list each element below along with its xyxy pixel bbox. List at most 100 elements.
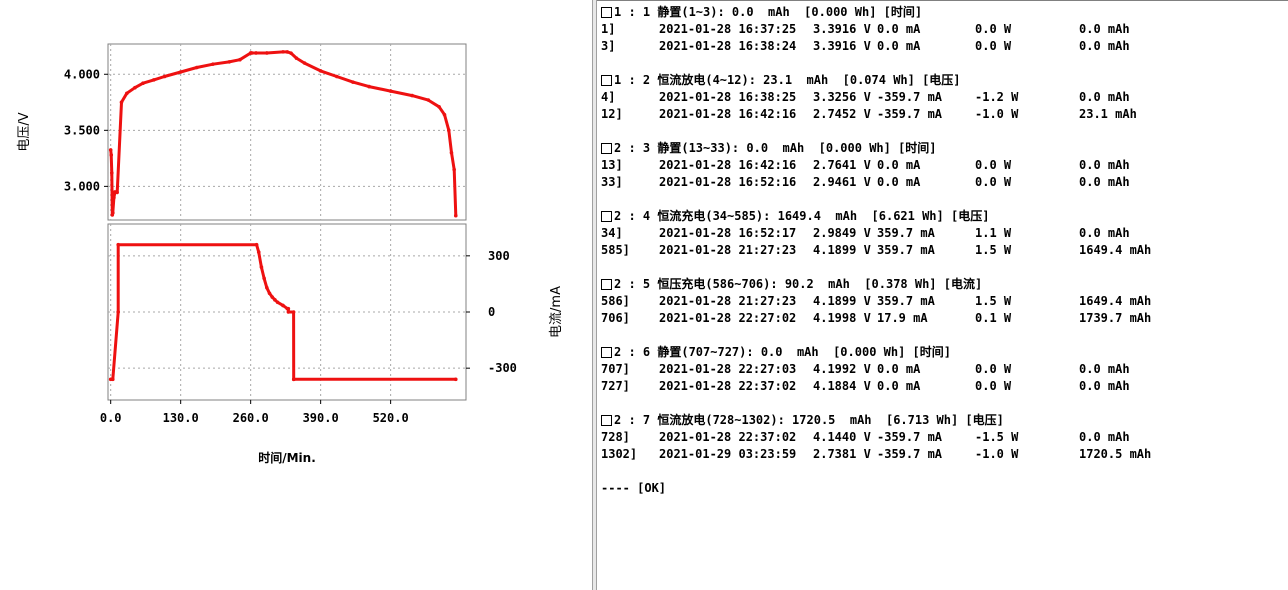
log-group-header: 2 : 4 恒流充电(34~585): 1649.4 mAh [6.621 Wh… xyxy=(601,208,1288,225)
voltage-series-point xyxy=(388,89,393,93)
log-row: 1] 2021-01-28 16:37:25 3.3916 V 0.0 mA 0.0 W… xyxy=(601,21,1288,38)
voltage-value: 2.9849 V xyxy=(813,226,871,240)
voltage-value: 2.7452 V xyxy=(813,107,871,121)
timestamp: 2021-01-28 21:27:23 xyxy=(659,243,797,257)
timestamp: 2021-01-28 16:42:16 xyxy=(659,107,797,121)
record-id: 727] xyxy=(601,379,630,393)
step-checkbox[interactable] xyxy=(601,279,612,290)
test-log-pane: 1 : 1 静置(1~3): 0.0 mAh [0.000 Wh] [时间] 1]… xyxy=(597,0,1288,590)
current-series-point xyxy=(256,250,261,254)
current-value: -359.7 mA xyxy=(877,107,943,121)
power-value: -1.5 W xyxy=(975,430,1019,444)
voltage-series-point xyxy=(410,93,414,98)
log-row: 1302] 2021-01-29 03:23:59 2.7381 V -359.7 m… xyxy=(601,446,1288,463)
power-value: 0.0 W xyxy=(975,362,1012,376)
voltage-series-point xyxy=(227,60,231,64)
current-value: 0.0 mA xyxy=(877,362,921,376)
chart-canvas: 4.000 3.500 3.000 300 0 -300 0.0 130.0 260.0 390.… xyxy=(17,43,564,465)
step-checkbox[interactable] xyxy=(601,75,612,86)
timestamp: 2021-01-28 16:37:25 xyxy=(659,22,797,36)
voltage-series-point xyxy=(442,112,447,117)
step-checkbox[interactable] xyxy=(601,7,612,18)
record-id: 706] xyxy=(601,311,630,325)
log-footer: ---- [OK] xyxy=(601,481,667,495)
capacity-value: 1739.7 mAh xyxy=(1079,311,1152,325)
record-id: 13] xyxy=(601,158,623,172)
voltage-series-point xyxy=(109,153,114,157)
voltage-tick-label: 4.000 xyxy=(64,67,100,81)
voltage-value: 3.3916 V xyxy=(813,39,871,53)
current-series-point xyxy=(275,300,280,305)
log-group: 2 : 7 恒流放电(728~1302): 1720.5 mAh [6.713 … xyxy=(601,412,1288,463)
current-series-point xyxy=(281,303,285,308)
log-group: 2 : 3 静置(13~33): 0.0 mAh [0.000 Wh] [时间]… xyxy=(601,140,1288,191)
current-series-point xyxy=(286,310,291,314)
voltage-series-point xyxy=(162,74,167,79)
voltage-series-point xyxy=(195,65,199,70)
power-value: 0.0 W xyxy=(975,175,1012,189)
timestamp: 2021-01-29 03:23:59 xyxy=(659,447,797,461)
step-checkbox[interactable] xyxy=(601,211,612,222)
log-group: 1 : 2 恒流放电(4~12): 23.1 mAh [0.074 Wh] [电… xyxy=(601,72,1288,123)
log-group-header: 2 : 3 静置(13~33): 0.0 mAh [0.000 Wh] [时间] xyxy=(601,140,1288,157)
current-series-point xyxy=(254,242,259,247)
step-checkbox[interactable] xyxy=(601,415,612,426)
log-group-list: 1 : 1 静置(1~3): 0.0 mAh [0.000 Wh] [时间] 1]… xyxy=(601,4,1288,463)
log-row: 12] 2021-01-28 16:42:16 2.7452 V -359.7 mA -… xyxy=(601,106,1288,123)
step-header-text: 1 : 1 静置(1~3): 0.0 mAh [0.000 Wh] [时间] xyxy=(614,5,923,19)
timestamp: 2021-01-28 16:52:16 xyxy=(659,175,797,189)
voltage-tick-label: 3.000 xyxy=(64,179,100,193)
voltage-series-point xyxy=(449,150,454,155)
log-row: 728] 2021-01-28 22:37:02 4.1440 V -359.7 mA… xyxy=(601,429,1288,446)
voltage-series-point xyxy=(238,57,242,62)
step-header-text: 2 : 7 恒流放电(728~1302): 1720.5 mAh [6.713 … xyxy=(614,413,1004,427)
record-id: 34] xyxy=(601,226,623,240)
log-group: 2 : 4 恒流充电(34~585): 1649.4 mAh [6.621 Wh… xyxy=(601,208,1288,259)
timestamp: 2021-01-28 16:42:16 xyxy=(659,158,797,172)
power-value: 0.0 W xyxy=(975,39,1012,53)
power-value: 1.1 W xyxy=(975,226,1012,240)
voltage-series-point xyxy=(367,84,371,89)
x-tick-label: 130.0 xyxy=(163,411,199,425)
timestamp: 2021-01-28 22:27:02 xyxy=(659,311,797,325)
voltage-series-point xyxy=(178,70,183,74)
capacity-value: 1649.4 mAh xyxy=(1079,243,1152,257)
step-header-text: 2 : 5 恒压充电(586~706): 90.2 mAh [0.378 Wh]… xyxy=(614,277,983,291)
capacity-value: 23.1 mAh xyxy=(1079,107,1137,121)
log-group-header: 2 : 6 静置(707~727): 0.0 mAh [0.000 Wh] [时… xyxy=(601,344,1288,361)
log-row: 4] 2021-01-28 16:38:25 3.3256 V -359.7 mA -1… xyxy=(601,89,1288,106)
current-value: 0.0 mA xyxy=(877,379,921,393)
current-value: 17.9 mA xyxy=(877,311,928,325)
step-checkbox[interactable] xyxy=(601,347,612,358)
capacity-value: 1720.5 mAh xyxy=(1079,447,1152,461)
voltage-series-point xyxy=(437,104,441,109)
voltage-series-point xyxy=(133,85,137,90)
power-value: -1.2 W xyxy=(975,90,1019,104)
capacity-value: 0.0 mAh xyxy=(1079,226,1130,240)
timestamp: 2021-01-28 22:37:02 xyxy=(659,430,797,444)
x-tick-label: 0.0 xyxy=(100,411,122,425)
voltage-series-point xyxy=(453,213,458,218)
voltage-value: 2.7381 V xyxy=(813,447,871,461)
power-value: 0.0 W xyxy=(975,158,1012,172)
pane-splitter[interactable] xyxy=(592,0,597,590)
record-id: 707] xyxy=(601,362,630,376)
voltage-series-point xyxy=(109,171,114,175)
x-tick-label: 520.0 xyxy=(373,411,409,425)
log-group: 2 : 6 静置(707~727): 0.0 mAh [0.000 Wh] [时… xyxy=(601,344,1288,395)
timestamp: 2021-01-28 21:27:23 xyxy=(659,294,797,308)
current-series-point xyxy=(259,265,264,269)
capacity-value: 0.0 mAh xyxy=(1079,175,1130,189)
step-checkbox[interactable] xyxy=(601,143,612,154)
step-header-text: 2 : 6 静置(707~727): 0.0 mAh [0.000 Wh] [时… xyxy=(614,345,951,359)
voltage-series-point xyxy=(294,56,299,60)
voltage-series-point xyxy=(302,61,307,65)
log-row: 13] 2021-01-28 16:42:16 2.7641 V 0.0 mA 0.0 … xyxy=(601,157,1288,174)
log-row: 33] 2021-01-28 16:52:16 2.9461 V 0.0 mA 0.0 … xyxy=(601,174,1288,191)
voltage-series-point xyxy=(112,195,116,200)
current-series-point xyxy=(116,310,120,314)
voltage-series-point xyxy=(211,62,215,66)
log-group: 2 : 5 恒压充电(586~706): 90.2 mAh [0.378 Wh]… xyxy=(601,276,1288,327)
capacity-value: 0.0 mAh xyxy=(1079,158,1130,172)
current-axis-title: 电流/mA xyxy=(549,286,564,338)
